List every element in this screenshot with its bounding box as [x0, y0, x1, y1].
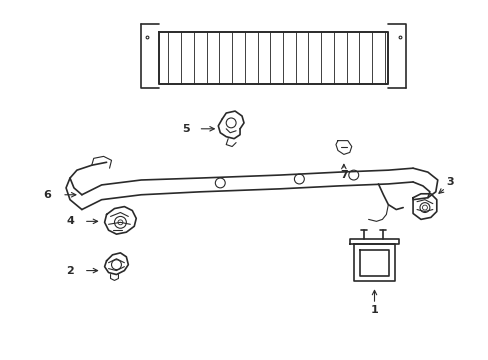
- Text: 7: 7: [339, 170, 347, 180]
- Text: 1: 1: [370, 305, 378, 315]
- Text: 5: 5: [182, 124, 189, 134]
- Text: 4: 4: [66, 216, 74, 226]
- Text: 2: 2: [66, 266, 74, 276]
- Text: 3: 3: [445, 177, 452, 187]
- Text: 6: 6: [43, 190, 51, 200]
